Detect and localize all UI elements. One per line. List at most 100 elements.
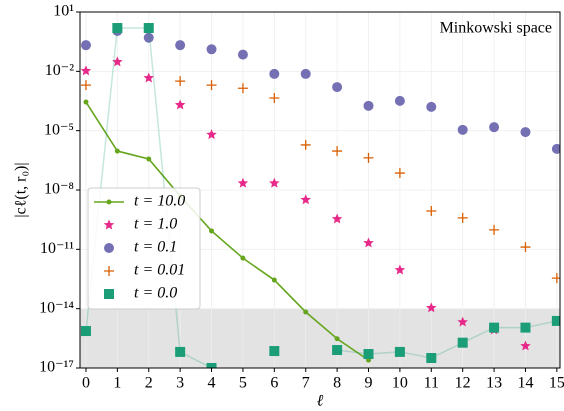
point — [206, 80, 217, 91]
point — [206, 363, 217, 368]
point — [457, 212, 468, 223]
point — [551, 315, 560, 326]
point — [80, 65, 92, 76]
point — [300, 194, 311, 205]
point — [303, 309, 309, 315]
point — [426, 353, 437, 364]
legend-label: t = 1.0 — [134, 216, 177, 233]
legend-label: t = 0.1 — [134, 239, 177, 256]
point — [83, 99, 89, 105]
x-tick-label: 5 — [239, 375, 247, 392]
shaded-region — [80, 308, 560, 368]
x-tick-label: 1 — [113, 375, 121, 392]
point — [394, 264, 406, 275]
y-tick-label: 10⁻⁸ — [44, 181, 74, 198]
point — [80, 40, 91, 51]
x-tick-label: 10 — [392, 375, 408, 392]
point — [334, 336, 340, 342]
point — [271, 277, 277, 283]
x-tick-label: 14 — [517, 375, 533, 392]
y-tick-label: 10⁻² — [45, 62, 74, 79]
point — [269, 177, 280, 188]
point — [80, 326, 91, 337]
point — [489, 224, 500, 235]
point — [300, 68, 311, 79]
point — [332, 82, 343, 93]
point — [114, 148, 120, 154]
y-tick-label: 10⁻¹¹ — [40, 240, 74, 257]
x-tick-label: 6 — [270, 375, 278, 392]
point — [237, 83, 248, 94]
x-tick-label: 8 — [333, 375, 341, 392]
y-tick-label: 10¹ — [53, 3, 74, 20]
point — [426, 101, 437, 112]
point — [240, 255, 246, 261]
legend-label: t = 0.01 — [134, 262, 185, 279]
legend-label: t = 10.0 — [134, 193, 185, 210]
point — [146, 156, 152, 162]
point — [143, 32, 154, 43]
annotation: Minkowski space — [440, 20, 552, 37]
point — [209, 228, 215, 234]
point — [143, 23, 154, 34]
point — [457, 124, 468, 135]
x-tick-label: 12 — [455, 375, 471, 392]
legend-box — [87, 187, 201, 310]
point — [426, 205, 437, 216]
y-tick-label: 10⁻¹⁷ — [39, 359, 74, 376]
point — [143, 72, 154, 83]
point — [457, 316, 468, 327]
point — [112, 23, 123, 34]
point — [426, 302, 437, 313]
x-tick-label: 0 — [82, 375, 90, 392]
point — [394, 346, 405, 357]
legend-marker — [104, 266, 114, 276]
point — [363, 237, 374, 248]
x-tick-label: 3 — [176, 375, 184, 392]
x-tick-label: 9 — [365, 375, 373, 392]
x-tick-label: 7 — [302, 375, 310, 392]
point — [175, 40, 186, 51]
point — [551, 273, 560, 284]
y-tick-label: 10⁻⁵ — [44, 121, 74, 138]
legend-marker — [106, 199, 112, 205]
point — [520, 322, 531, 333]
point — [363, 349, 374, 360]
x-tick-label: 15 — [549, 375, 564, 392]
point — [175, 76, 186, 87]
point — [394, 95, 405, 106]
x-axis-label: ℓ — [317, 393, 324, 410]
point — [112, 56, 123, 67]
point — [237, 49, 248, 60]
point — [300, 139, 311, 150]
point — [331, 213, 343, 224]
point — [80, 80, 91, 91]
legend-marker — [103, 219, 115, 230]
legend-marker — [104, 289, 114, 299]
point — [551, 143, 560, 154]
point — [363, 152, 374, 163]
point — [332, 345, 343, 356]
point — [174, 99, 186, 110]
point — [269, 346, 280, 357]
series-line — [85, 101, 369, 361]
x-tick-label: 11 — [424, 375, 439, 392]
legend-marker — [104, 243, 114, 253]
point — [489, 322, 500, 333]
point — [175, 346, 186, 357]
x-tick-label: 13 — [486, 375, 502, 392]
point — [206, 129, 217, 140]
point — [520, 340, 531, 351]
point — [489, 122, 500, 133]
point — [206, 44, 217, 55]
point — [520, 242, 531, 253]
y-tick-label: 10⁻¹⁴ — [39, 299, 74, 316]
y-axis-label: |cℓ(t, r₀)| — [13, 162, 30, 217]
point — [269, 68, 280, 79]
point — [520, 127, 531, 138]
point — [457, 337, 468, 348]
x-tick-label: 4 — [208, 375, 216, 392]
point — [332, 146, 343, 157]
legend-label: t = 0.0 — [134, 285, 177, 302]
